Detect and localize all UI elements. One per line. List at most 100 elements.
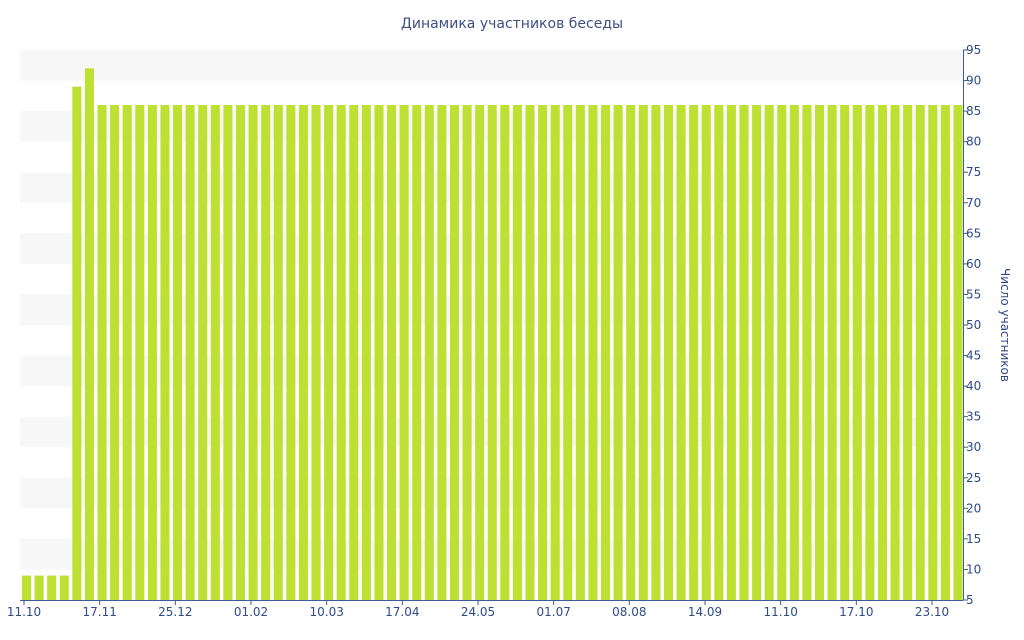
bar[interactable] (59, 575, 69, 600)
bar[interactable] (852, 105, 862, 600)
bar[interactable] (764, 105, 774, 600)
bar[interactable] (815, 105, 825, 600)
x-tick-label: 23.10 (915, 605, 949, 619)
x-tick-label: 11.10 (763, 605, 797, 619)
bar[interactable] (72, 86, 82, 601)
x-tick-label: 25.12 (158, 605, 192, 619)
bar[interactable] (261, 105, 271, 600)
bar[interactable] (575, 105, 585, 600)
bar[interactable] (210, 105, 220, 600)
bar[interactable] (601, 105, 611, 600)
y-tick-label: 70 (966, 196, 981, 210)
bar[interactable] (160, 105, 170, 600)
bar[interactable] (387, 105, 397, 600)
bar[interactable] (399, 105, 409, 600)
y-tick-label: 10 (966, 562, 981, 576)
bar[interactable] (273, 105, 283, 600)
bar[interactable] (324, 105, 334, 600)
bar[interactable] (903, 105, 913, 600)
chart-title: Динамика участников беседы (401, 16, 623, 32)
y-tick-label: 20 (966, 501, 981, 515)
grid-band (20, 50, 963, 81)
bar[interactable] (449, 105, 460, 600)
bar[interactable] (147, 105, 157, 600)
x-tick-label: 17.11 (82, 605, 116, 619)
bar[interactable] (135, 105, 145, 600)
bar[interactable] (198, 105, 208, 600)
bar[interactable] (877, 105, 887, 600)
bar[interactable] (235, 105, 246, 600)
bar[interactable] (349, 105, 359, 600)
bar[interactable] (361, 105, 371, 600)
x-tick-label: 11.10 (7, 605, 41, 619)
bar[interactable] (223, 105, 233, 600)
bar[interactable] (638, 105, 648, 600)
bar[interactable] (789, 105, 799, 600)
bar[interactable] (97, 105, 107, 600)
bar[interactable] (173, 105, 183, 600)
bar[interactable] (298, 105, 308, 600)
x-tick-label: 14.09 (688, 605, 722, 619)
bar[interactable] (663, 105, 674, 600)
x-axis: 11.10 17.11 25.12 01.02 10.03 17.04 24.05 01.07… (7, 600, 963, 619)
y-tick-label: 80 (966, 135, 981, 149)
bar[interactable] (248, 105, 258, 600)
bar[interactable] (21, 575, 32, 600)
bar[interactable] (538, 105, 548, 600)
bar[interactable] (840, 105, 850, 600)
y-tick-label: 35 (966, 410, 981, 424)
bar[interactable] (336, 105, 346, 600)
y-tick-label: 40 (966, 379, 981, 393)
bar[interactable] (802, 105, 812, 600)
bar[interactable] (676, 105, 686, 600)
bar-series (21, 68, 963, 601)
y-tick-label: 55 (966, 287, 981, 301)
bar[interactable] (953, 105, 963, 600)
y-tick-label: 15 (966, 532, 981, 546)
bar[interactable] (689, 105, 699, 600)
bar[interactable] (525, 105, 535, 600)
bar[interactable] (865, 105, 875, 600)
bar[interactable] (739, 105, 749, 600)
x-tick-label: 17.04 (385, 605, 419, 619)
x-tick-label: 17.10 (839, 605, 873, 619)
bar[interactable] (651, 105, 661, 600)
bar[interactable] (47, 575, 57, 600)
bar[interactable] (512, 105, 522, 600)
bar[interactable] (626, 105, 636, 600)
bar[interactable] (777, 105, 787, 600)
x-tick-label: 08.08 (612, 605, 646, 619)
bar[interactable] (185, 105, 195, 600)
bar[interactable] (550, 105, 560, 600)
bar[interactable] (726, 105, 736, 600)
x-tick-label: 10.03 (309, 605, 343, 619)
bar[interactable] (827, 105, 837, 600)
bar[interactable] (110, 105, 120, 600)
bar[interactable] (487, 105, 497, 600)
bar[interactable] (374, 105, 384, 600)
bar[interactable] (563, 105, 573, 600)
y-tick-label: 5 (966, 593, 974, 607)
bar[interactable] (412, 105, 422, 600)
y-tick-label: 25 (966, 471, 981, 485)
bar[interactable] (34, 575, 44, 600)
bar[interactable] (311, 105, 321, 600)
bar[interactable] (462, 105, 472, 600)
bar[interactable] (714, 105, 724, 600)
bar[interactable] (437, 105, 447, 600)
bar[interactable] (701, 105, 711, 600)
bar[interactable] (588, 105, 598, 600)
bar[interactable] (500, 105, 510, 600)
bar[interactable] (928, 105, 938, 600)
bar[interactable] (286, 105, 296, 600)
bar[interactable] (84, 68, 94, 600)
bar[interactable] (424, 105, 434, 600)
bar[interactable] (475, 105, 485, 600)
bar[interactable] (122, 105, 132, 600)
bar[interactable] (940, 105, 950, 600)
bar[interactable] (613, 105, 623, 600)
bar[interactable] (752, 105, 762, 600)
bar[interactable] (890, 105, 900, 600)
bar[interactable] (915, 105, 925, 600)
